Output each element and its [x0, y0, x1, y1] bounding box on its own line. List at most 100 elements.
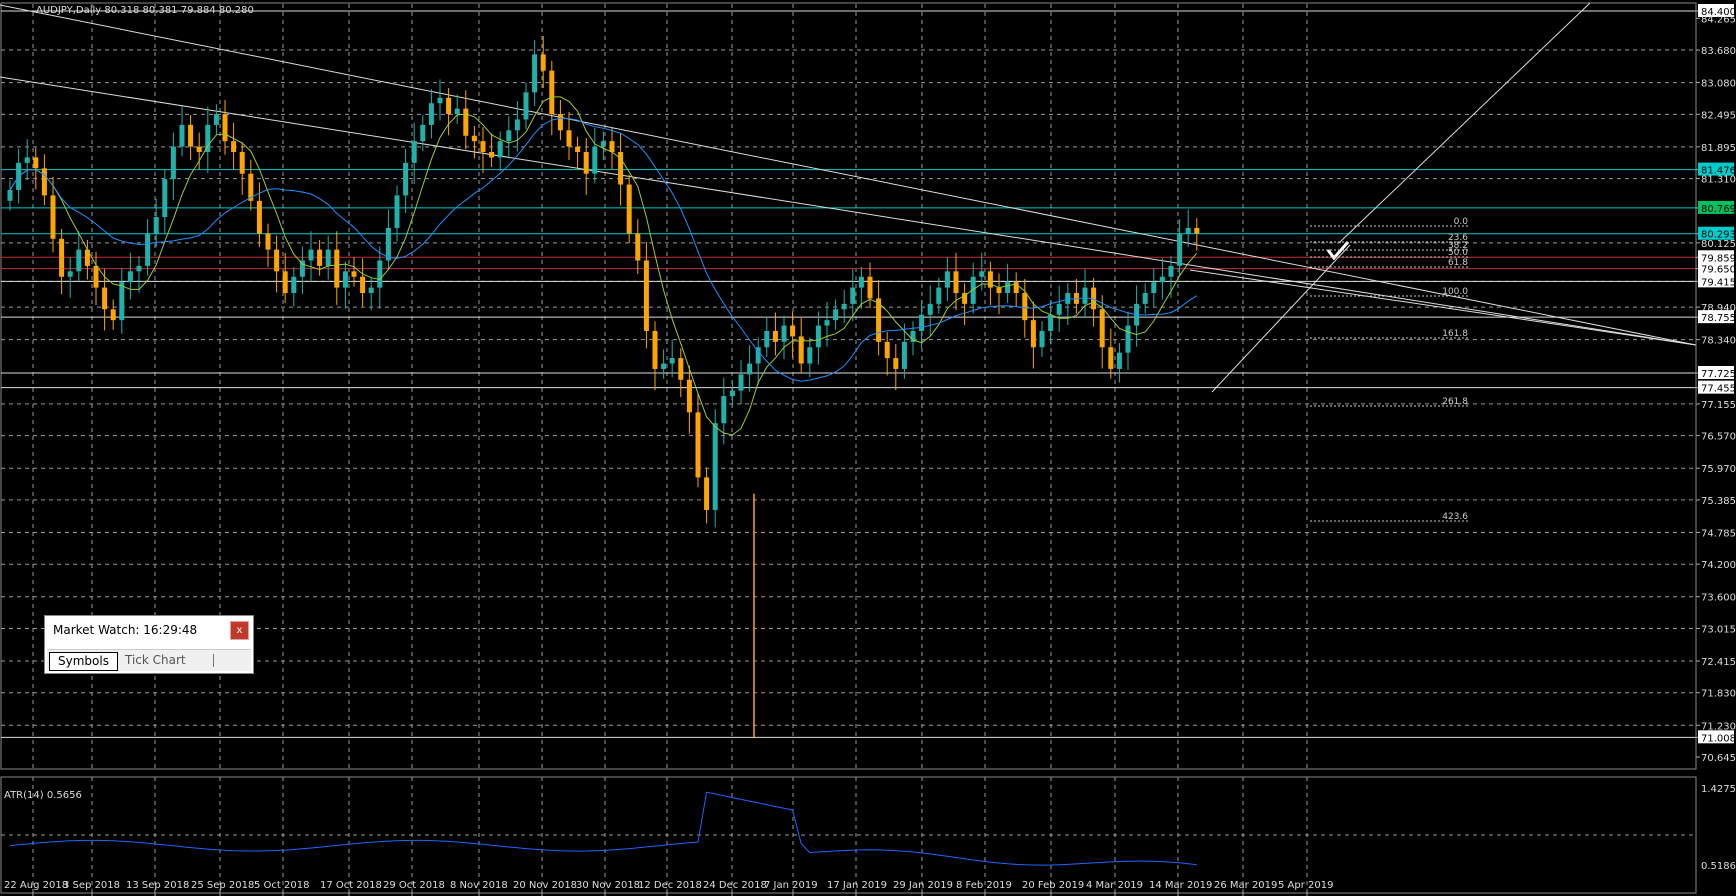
- checkmark-icon: [1326, 241, 1350, 261]
- candle-body: [256, 200, 262, 234]
- price-label: 84.265: [1701, 14, 1736, 25]
- candle-body: [669, 358, 675, 364]
- candle-body: [540, 54, 546, 71]
- fib-label: 423.6: [1442, 512, 1468, 522]
- candle-body: [626, 184, 632, 234]
- candle-body: [824, 320, 830, 326]
- candle-body: [411, 141, 417, 163]
- candle-body: [704, 477, 710, 510]
- date-label: 17 Jan 2019: [827, 880, 887, 891]
- candle-body: [583, 152, 589, 174]
- candle-body: [661, 363, 667, 369]
- candle-body: [686, 379, 692, 413]
- date-label: 8 Feb 2019: [956, 880, 1012, 891]
- candle-body: [833, 309, 839, 321]
- candle-body: [1116, 352, 1122, 369]
- candle-body: [841, 303, 847, 310]
- candle-body: [652, 330, 658, 369]
- price-label: 74.200: [1701, 560, 1736, 571]
- candle-body: [33, 157, 39, 169]
- price-label: 84.400: [1701, 7, 1736, 18]
- price-label-bg: [1698, 4, 1734, 17]
- candle-body: [747, 363, 753, 375]
- candle-body: [1151, 282, 1157, 294]
- candle-body: [807, 347, 813, 364]
- chart-grid: [0, 2, 1697, 894]
- candle-body: [41, 168, 47, 196]
- candle-body: [575, 146, 581, 153]
- tab-tick-chart[interactable]: Tick Chart: [125, 653, 186, 667]
- candle-body: [781, 325, 787, 342]
- price-label: 71.008: [1701, 733, 1736, 744]
- date-label: 29 Oct 2018: [383, 880, 445, 891]
- candle-body: [325, 249, 331, 266]
- candle-body: [196, 146, 202, 153]
- candle-body: [127, 271, 133, 283]
- candle-body: [437, 97, 443, 104]
- candle-body: [136, 265, 142, 272]
- atr-indicator-pane: 1.4275 0.5186: [9, 777, 1736, 893]
- fib-label: 0.0: [1454, 217, 1469, 227]
- price-label: 71.830: [1701, 689, 1736, 700]
- candle-body: [67, 271, 73, 277]
- date-label: 3 Sep 2018: [63, 880, 120, 891]
- date-label: 12 Dec 2018: [638, 880, 702, 891]
- candle-body: [532, 54, 538, 93]
- candle-body: [867, 276, 873, 299]
- candle-body: [764, 330, 770, 348]
- candle-body: [351, 271, 357, 277]
- price-label: 81.895: [1701, 143, 1736, 154]
- candle-body: [600, 141, 606, 147]
- price-label: 82.495: [1701, 110, 1736, 121]
- date-label: 26 Mar 2019: [1214, 880, 1277, 891]
- candle-body: [996, 287, 1002, 294]
- trendline-3: [1189, 269, 1697, 346]
- candle-body: [222, 114, 228, 142]
- candle-body: [566, 130, 572, 147]
- candle-body: [308, 249, 314, 261]
- price-label: 81.476: [1701, 166, 1736, 177]
- horizontal-levels: [1, 10, 1696, 738]
- candle-body: [1185, 227, 1191, 234]
- fib-label: 38.2: [1448, 241, 1468, 251]
- candle-body: [1082, 287, 1088, 304]
- candle-body: [1159, 276, 1165, 283]
- price-label: 77.725: [1701, 369, 1736, 380]
- candle-body: [360, 276, 366, 294]
- tab-separator: [213, 654, 214, 667]
- candle-body: [1091, 287, 1097, 310]
- price-label: 74.785: [1701, 528, 1736, 539]
- tab-symbols[interactable]: Symbols: [49, 652, 118, 671]
- candle-body: [944, 271, 950, 288]
- price-label: 78.940: [1701, 303, 1736, 314]
- candle-body: [317, 249, 323, 266]
- candle-body: [145, 233, 151, 266]
- candle-body: [291, 276, 297, 294]
- date-label: 25 Sep 2018: [191, 880, 254, 891]
- price-label: 83.680: [1701, 46, 1736, 57]
- close-button[interactable]: x: [230, 621, 249, 640]
- candle-body: [755, 347, 761, 364]
- price-label-bg: [1698, 162, 1734, 176]
- candle-body: [798, 336, 804, 364]
- price-label-bg: [1698, 274, 1734, 288]
- candle-body: [910, 330, 916, 342]
- price-label: 78.755: [1701, 313, 1736, 324]
- price-label: 80.293: [1701, 230, 1736, 241]
- candle-body: [93, 265, 99, 288]
- candle-body: [609, 141, 615, 153]
- date-label: 7 Jan 2019: [764, 880, 818, 891]
- price-label: 78.340: [1701, 336, 1736, 347]
- symbol-title: AUDJPY,Daily 80.318 80.381 79.884 80.280: [36, 5, 254, 16]
- candle-body: [377, 260, 383, 288]
- date-label: 5 Apr 2019: [1278, 880, 1333, 891]
- price-label: 81.310: [1701, 175, 1736, 186]
- market-watch-window[interactable]: Market Watch: 16:29:48 x Symbols Tick Ch…: [44, 615, 254, 674]
- candle-body: [110, 309, 116, 321]
- candle-body: [1142, 293, 1148, 304]
- candle-body: [480, 141, 486, 153]
- candle-body: [1056, 303, 1062, 315]
- candle-body: [876, 298, 882, 342]
